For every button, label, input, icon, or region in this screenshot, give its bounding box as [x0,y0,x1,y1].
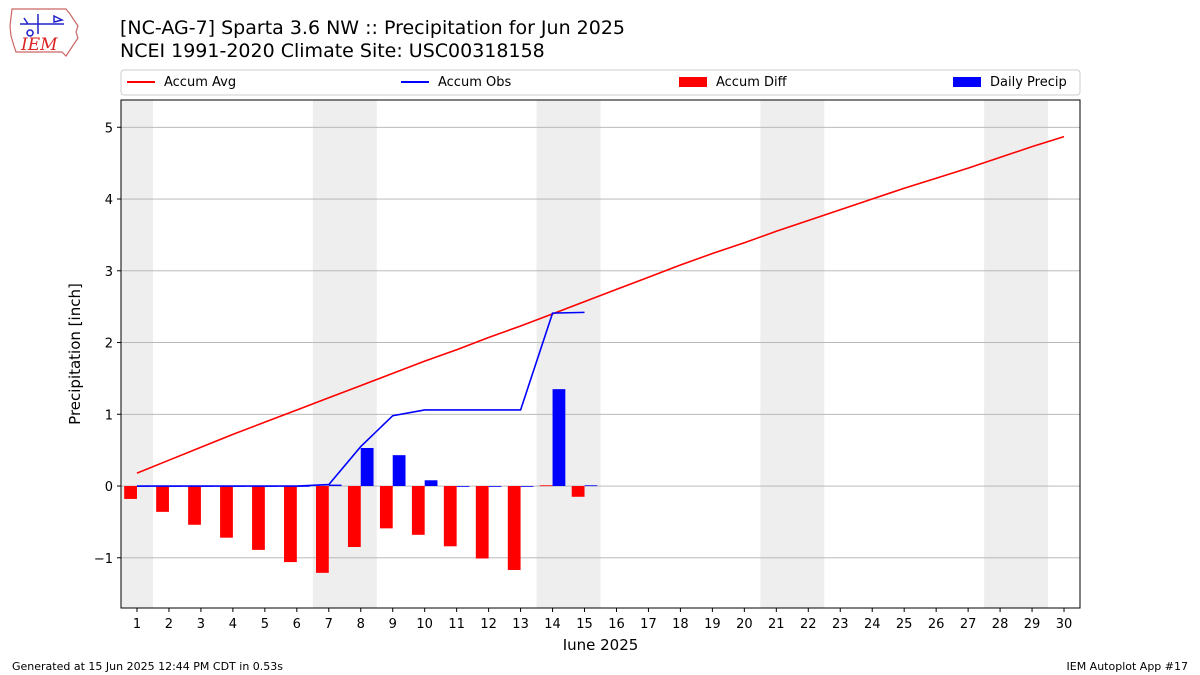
daily-precip-bar [392,455,406,487]
legend-label-diff: Accum Diff [716,75,788,90]
y-tick-label: 0 [105,480,113,495]
accum-obs-line [136,311,585,487]
x-tick-label: 3 [197,617,205,632]
gridline-layer [121,126,1080,559]
accum-diff-bar [252,486,265,550]
legend-swatch-daily [953,77,981,87]
x-tick-label: 15 [576,617,593,632]
bar-layer [124,389,598,573]
accum-diff-bar [284,486,297,563]
x-tick-label: 24 [864,617,881,632]
accum-diff-bar [443,486,457,547]
accum-diff-bar [475,486,489,559]
x-tick-label: 9 [389,617,397,632]
x-tick-label: 25 [896,617,913,632]
x-tick-label: 30 [1056,617,1073,632]
daily-precip-bar [424,480,438,487]
accum-diff-bar [188,486,201,525]
y-tick-label: 5 [105,121,113,136]
y-tick-label: −1 [94,552,113,567]
legend: Accum Avg Accum Obs Accum Diff Daily Precip [120,69,1081,96]
x-tick-label: 23 [832,617,849,632]
x-tick-label: 6 [293,617,301,632]
accum-diff-bar [156,486,169,512]
chart-subtitle: NCEI 1991-2020 Climate Site: USC00318158 [120,40,545,62]
accum-avg-line [136,135,1065,474]
accum-diff-bar [347,486,361,548]
x-tick-label: 17 [640,617,657,632]
x-tick-label: 14 [544,617,561,632]
x-tick-label: 21 [768,617,785,632]
x-tick-label: 8 [357,617,365,632]
x-tick-label: 18 [672,617,689,632]
accum-diff-bar [539,485,553,487]
x-tick-label: 7 [325,617,333,632]
weekend-shading-layer [121,100,1049,608]
x-tick-label: 4 [229,617,237,632]
y-axis-label: Precipitation [inch] [66,283,84,425]
accum-diff-bar [379,486,393,529]
daily-precip-bar [552,389,566,487]
x-tick-label: 16 [608,617,625,632]
x-tick-label: 11 [448,617,465,632]
x-tick-label: 19 [704,617,721,632]
x-tick-label: 10 [416,617,433,632]
legend-label-daily: Daily Precip [990,75,1067,90]
generated-timestamp: Generated at 15 Jun 2025 12:44 PM CDT in… [12,660,284,673]
accum-diff-bar [411,486,425,535]
accum-diff-bar [571,486,585,497]
accum-diff-bar [124,486,137,499]
x-tick-label: 5 [261,617,269,632]
y-tick-label: 4 [105,193,113,208]
x-tick-label: 12 [480,617,497,632]
plot-frame [120,99,1081,609]
logo-text: IEM [20,35,58,55]
x-tick-label: 26 [928,617,945,632]
x-tick-label: 27 [960,617,977,632]
legend-box [120,69,1081,96]
x-tick-label: 1 [133,617,141,632]
y-tick-label: 3 [105,265,113,280]
x-tick-label: 22 [800,617,817,632]
daily-precip-bar [456,486,470,487]
accum-diff-bar [315,486,329,573]
weather-station-icon [20,14,65,37]
legend-label-obs: Accum Obs [438,75,511,90]
iem-logo: IEM [9,8,79,57]
y-tick-label: 1 [105,408,113,423]
legend-swatch-diff [679,77,707,87]
accum-diff-bar [220,486,233,538]
weekend-shade [984,100,1049,608]
iowa-state-outline-icon [9,8,79,57]
daily-precip-bar [328,484,342,487]
autoplot-app-label: IEM Autoplot App #17 [1066,660,1189,673]
x-tick-label: 20 [736,617,753,632]
line-layer [136,135,1065,487]
daily-precip-bar [488,486,502,487]
x-tick-label: 2 [165,617,173,632]
chart-title: [NC-AG-7] Sparta 3.6 NW :: Precipitation… [120,17,626,39]
weekend-shade [121,100,153,608]
x-tick-label: 28 [992,617,1009,632]
daily-precip-bar [520,486,534,487]
weekend-shade [536,100,601,608]
x-tick-label: 13 [512,617,529,632]
daily-precip-bar [360,447,374,487]
weekend-shade [760,100,825,608]
daily-precip-bar [584,485,598,487]
x-tick-label: 29 [1024,617,1041,632]
legend-label-avg: Accum Avg [164,75,236,90]
y-tick-label: 2 [105,337,113,352]
accum-diff-bar [507,486,521,570]
x-axis-label: June 2025 [562,636,639,650]
